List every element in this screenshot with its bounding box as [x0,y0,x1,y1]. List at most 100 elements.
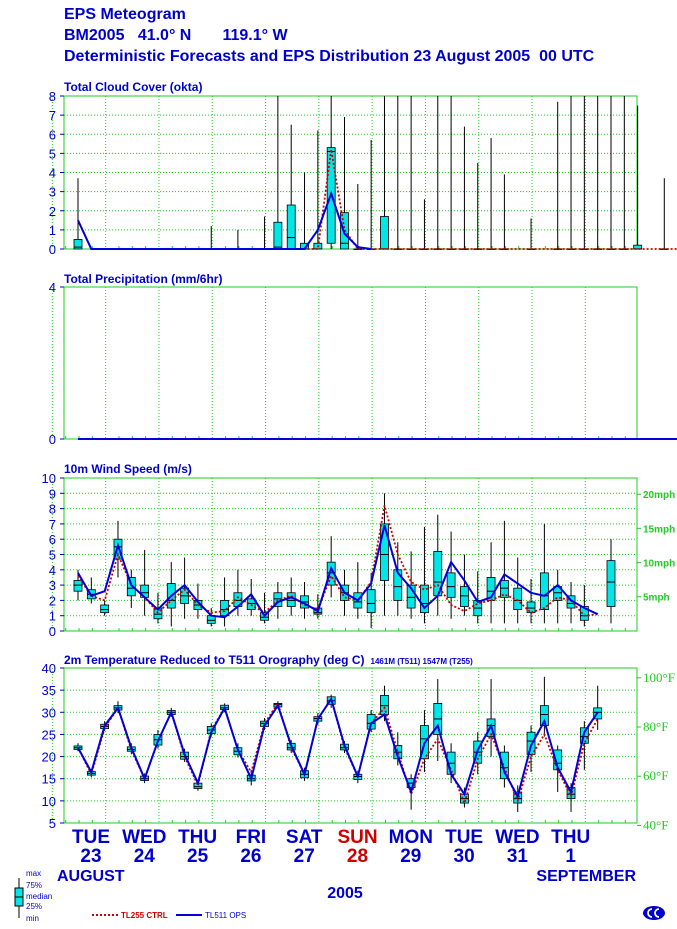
box-body [499,580,509,598]
eps-box [73,569,83,601]
y-tick-label: 6 [49,532,56,547]
eps-box [353,183,363,250]
y-tick-label: 8 [49,89,56,104]
eps-box [393,542,403,616]
eps-box [659,178,669,250]
legend-box-label: max [26,869,41,878]
eps-box [126,569,136,609]
box-body [513,587,523,610]
day-name-label: THU [551,827,590,848]
box-body [73,580,83,592]
box-body [286,204,296,250]
forecast-description: Deterministic Forecasts and EPS Distribu… [64,48,595,65]
eps-box [420,199,429,250]
year-label: 2005 [327,885,363,902]
day-name-label: THU [178,827,217,848]
eps-box [526,578,536,624]
legend-box-label: min [26,914,39,923]
eps-box [593,96,603,250]
y-tick-label: 3 [49,185,56,200]
y-tick-label: 9 [49,486,56,501]
box-body [126,577,136,597]
right-axis-label: 5mph [643,593,670,604]
eps-box [460,554,469,616]
panel-title: Total Cloud Cover (okta) [64,80,202,94]
day-name-label: TUE [445,827,483,848]
eps-box [619,96,629,250]
y-tick-label: 10 [42,794,56,809]
eps-box [73,178,83,250]
eps-box [246,578,256,616]
eps-box [260,216,269,250]
ctrl-line [77,149,677,250]
eps-box [513,557,523,624]
day-number-label: 23 [80,846,101,867]
box-body [380,523,389,581]
panel-1 [51,95,677,250]
day-number-label: 31 [507,846,529,867]
y-tick-label: 5 [49,816,56,831]
day-number-label: 25 [187,846,209,867]
legend-box-label: 75% [26,881,42,890]
eps-box [326,96,336,249]
y-tick-label: 2 [49,593,56,608]
eps-box [73,743,83,752]
eps-box [553,569,563,624]
day-number-label: 26 [240,846,261,867]
y-tick-label: 25 [42,727,56,742]
y-tick-label: 35 [42,683,56,698]
eps-box [180,557,190,619]
day-number-label: 27 [294,846,315,867]
month-left-label: AUGUST [57,868,125,885]
y-tick-label: 30 [42,705,56,720]
box-body [499,751,509,780]
y-tick-label: 3 [49,578,56,593]
day-number-label: 30 [454,846,475,867]
eps-box [433,514,443,616]
box-body [539,705,549,726]
right-axis-label: 15mph [643,524,675,535]
station-location: BM2005 41.0° N 119.1° W [64,27,288,44]
y-tick-label: 40 [42,661,56,676]
y-tick-label: 1 [49,223,56,238]
eps-box [300,582,309,619]
y-tick-label: 4 [49,166,56,181]
y-tick-label: 5 [49,146,56,161]
box-body [246,598,256,610]
right-axis-label: 10mph [643,559,675,570]
box-body [100,604,110,614]
box-body [113,538,123,560]
right-axis-label: 80°F [643,719,668,734]
eps-box [140,549,150,616]
eps-box [433,679,443,761]
day-name-label: WED [122,827,166,848]
box-body [366,589,376,614]
panel-4 [51,667,641,826]
y-tick-label: 0 [49,242,56,257]
eps-box [340,117,349,250]
eps-box [366,139,376,250]
ops-line [77,696,599,800]
ops-line [77,525,599,619]
panel-subtitle: 1461M (T511) 1547M (T255) [371,657,474,666]
box-body [220,600,229,617]
eps-box [553,101,563,250]
box-body [273,221,283,250]
legend-ops-label: TL511 OPS [205,911,246,920]
eps-box [606,539,616,624]
ecmwf-logo-icon [643,906,665,920]
eps-box [313,594,323,619]
box-body [73,239,83,250]
y-tick-label: 2 [49,204,56,219]
panel-frame [63,667,638,824]
panel-2 [51,286,677,440]
eps-box [286,124,296,250]
y-tick-label: 20 [42,750,56,765]
eps-box [486,138,496,250]
right-axis-label: 100°F [643,670,675,685]
right-axis-label: 40°F [643,817,668,832]
eps-box [579,585,589,627]
eps-box [633,105,643,250]
eps-box [526,218,536,250]
box-body [420,584,429,614]
